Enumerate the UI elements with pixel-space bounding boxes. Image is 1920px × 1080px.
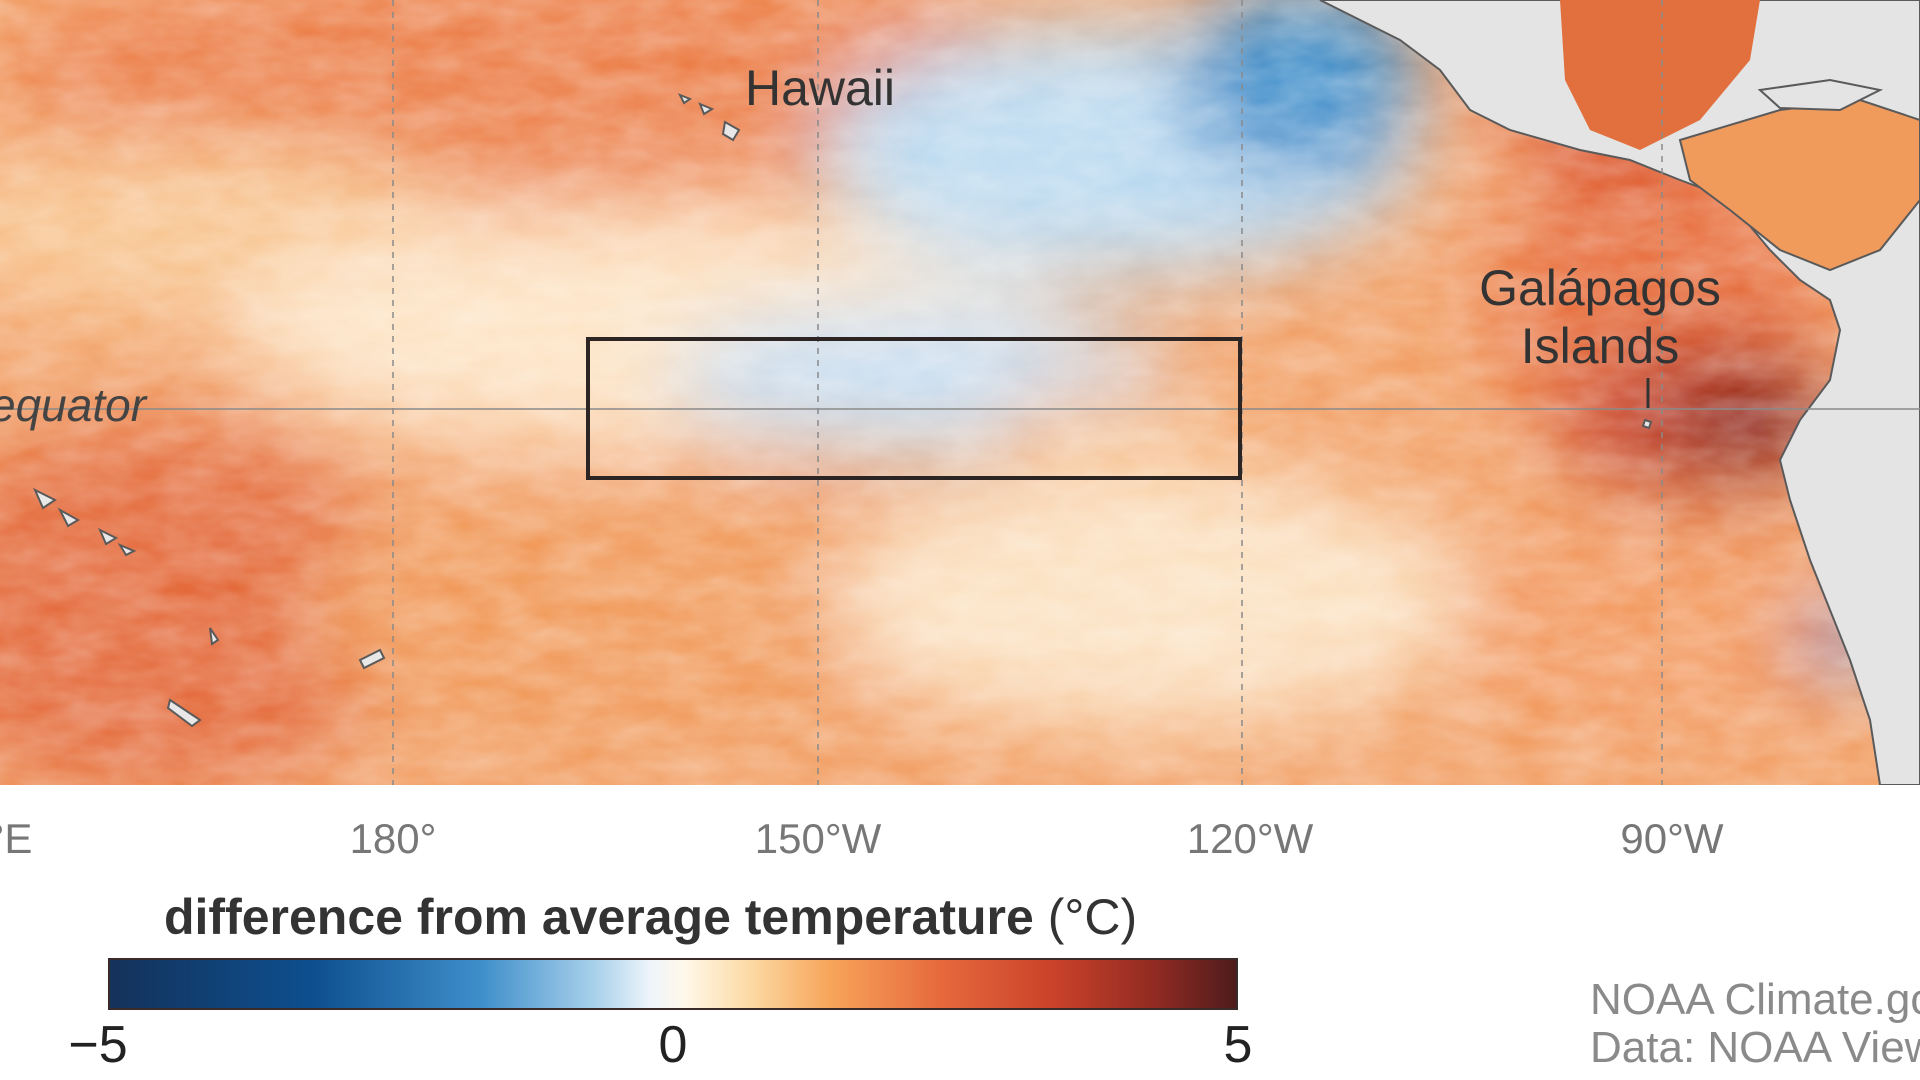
sea-surface-temperature-map: Hawaii Galápagos Islands equator [0, 0, 1920, 785]
islands [32, 93, 1653, 728]
legend-title: difference from average temperature (°C) [164, 888, 1137, 946]
color-scale-bar [108, 958, 1238, 1010]
longitude-tick-label: 90°W [1620, 815, 1724, 862]
longitude-tick-label: 180° [349, 815, 437, 862]
credit-source: NOAA Climate.gc [1590, 975, 1920, 1024]
hawaii-label: Hawaii [744, 60, 896, 116]
color-scale-max-label: 5 [1223, 1016, 1253, 1074]
color-scale-mid-label: 0 [658, 1016, 688, 1074]
longitude-tick-label: 120°W [1186, 815, 1314, 862]
equator-label: equator [0, 379, 147, 431]
longitude-tick-label: 150°W [754, 815, 882, 862]
nino-region-box [586, 337, 1242, 480]
credit-data: Data: NOAA View [1590, 1023, 1920, 1072]
galapagos-label-line1: Galápagos [1479, 260, 1721, 316]
land-masses [1319, 0, 1920, 785]
longitude-tick-label: °E [0, 815, 33, 862]
color-scale-min-label: −5 [68, 1016, 128, 1074]
legend-title-text: difference from average temperature [164, 889, 1034, 945]
legend-unit: (°C) [1047, 889, 1138, 945]
map-canvas [0, 0, 1920, 785]
galapagos-label-line2: Islands [1520, 317, 1680, 374]
galapagos-label: Galápagos Islands [1440, 260, 1760, 375]
